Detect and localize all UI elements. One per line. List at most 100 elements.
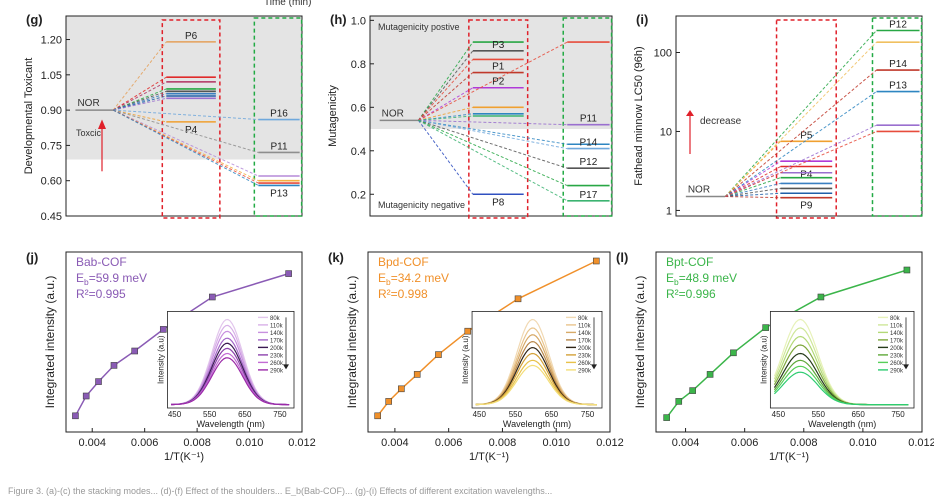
y-tick-label: 0.90 (41, 105, 62, 117)
top-region-label: Mutagenicity postive (378, 22, 460, 32)
y-axis-label: Integrated intensity (a.u.) (633, 276, 647, 409)
inset-trend-arrow-head (903, 364, 909, 370)
connector-line (418, 106, 473, 121)
panel-l: 0.004 0.006 0.008 0.010 0.012 1/T(K⁻¹) Integra… (616, 250, 934, 463)
inset-legend-label: 230k (270, 353, 284, 359)
x-tick-label: 0.008 (183, 437, 211, 449)
connector-line (418, 87, 474, 121)
inset-x-axis-label: Wavelength (nm) (503, 419, 571, 429)
connector-line (418, 119, 568, 202)
level-label: P11 (580, 114, 597, 125)
y-axis-label: Integrated intensity (a.u.) (43, 276, 57, 409)
data-point (131, 347, 139, 355)
y-tick-label: 1 (666, 205, 672, 217)
connector-line (418, 119, 568, 169)
data-point (413, 371, 421, 378)
inset-trend-arrow-head (591, 364, 597, 370)
data-point (72, 412, 79, 420)
inset-x-tick-label: 450 (772, 410, 786, 419)
connector-line (724, 124, 877, 197)
data-point (374, 412, 381, 420)
connector-line (418, 119, 568, 150)
data-point (110, 362, 118, 369)
inset-x-tick-label: 450 (473, 410, 487, 419)
x-tick-label: 0.008 (489, 437, 517, 449)
group2-dashed-box (562, 17, 613, 217)
inset-legend-label: 230k (578, 353, 592, 359)
group2-dashed-box (253, 17, 303, 217)
y-tick-label: 0.6 (351, 102, 366, 114)
plot-frame (65, 15, 303, 217)
inset-x-tick-label: 450 (168, 410, 182, 419)
inset-legend-label: 80k (890, 316, 901, 322)
inset-legend-label: 80k (270, 316, 281, 322)
inset-x-tick-label: 750 (273, 410, 287, 419)
y-axis-label: Integrated intensity (a.u.) (345, 276, 359, 409)
x-tick-label: 0.008 (790, 437, 818, 449)
data-point (903, 266, 911, 274)
decrease-label: decrease (700, 116, 742, 127)
connector-line (112, 41, 167, 111)
binding-energy-label: Eb=59.9 meV (76, 271, 147, 287)
y-tick-label: 1.0 (351, 15, 366, 27)
connector-line (112, 109, 259, 186)
inset-legend-label: 170k (578, 338, 592, 344)
x-tick-label: 0.004 (672, 437, 700, 449)
x-tick-label: 0.010 (236, 437, 264, 449)
y-tick-label: 0.4 (351, 146, 366, 158)
x-tick-label: 0.004 (78, 437, 106, 449)
inset-spectrum-line (475, 364, 597, 406)
level-label: P13 (889, 81, 907, 92)
y-tick-label: 0.45 (41, 211, 62, 223)
y-axis-label: Developmental Toxicant (23, 58, 35, 175)
panel-k: 0.004 0.006 0.008 0.010 0.012 1/T(K⁻¹) Integra… (328, 250, 624, 463)
inset-legend-label: 200k (270, 346, 284, 352)
region-label: Toxcic (76, 128, 102, 138)
inset-x-tick-label: 550 (203, 410, 217, 419)
connector-line (113, 95, 167, 111)
inset-x-tick-label: 750 (891, 410, 905, 419)
panel-j: 0.004 0.006 0.008 0.010 0.012 1/T(K⁻¹) Integra… (26, 250, 316, 463)
connector-line (725, 192, 781, 198)
inset-x-axis-label: Wavelength (nm) (808, 419, 876, 429)
level-label: P4 (185, 125, 198, 136)
level-label: P12 (889, 20, 907, 31)
group2-dashed-box (871, 17, 923, 217)
origin-label: NOR (77, 98, 99, 109)
connector-line (724, 140, 781, 197)
y-tick-label: 0.60 (41, 176, 62, 188)
inset-legend-label: 230k (890, 353, 904, 359)
connector-line (725, 196, 781, 199)
connector-line (418, 41, 568, 121)
x-tick-label: 0.012 (596, 437, 624, 449)
x-tick-label: 0.006 (131, 437, 159, 449)
level-label: P16 (270, 109, 288, 120)
inset-x-tick-label: 650 (238, 410, 252, 419)
r-squared-label: R²=0.998 (378, 287, 428, 301)
inset-legend-label: 110k (270, 323, 284, 329)
data-point (95, 378, 102, 385)
x-axis-label: 1/T(K⁻¹) (769, 451, 809, 463)
x-tick-label: 0.012 (288, 437, 316, 449)
connector-line (724, 166, 781, 197)
connector-line (725, 131, 877, 197)
level-label: P12 (580, 157, 598, 168)
inset-legend-label: 260k (578, 361, 592, 367)
data-point (592, 257, 600, 265)
level-label: P14 (580, 138, 598, 149)
data-point (514, 295, 522, 303)
caption-fragment: Figure 3. (a)-(c) the stacking modes... … (8, 486, 552, 496)
panel-letter: (h) (330, 12, 347, 27)
level-label: P3 (492, 40, 505, 51)
inset-spectrum-line (773, 371, 909, 406)
x-tick-label: 0.010 (849, 437, 877, 449)
panel-i: 1 10 100 Fathead minnow LC50 (96h) (i) NOR P5 P… (633, 12, 923, 219)
data-point (398, 385, 405, 393)
y-axis-label: Fathead minnow LC50 (96h) (633, 46, 645, 185)
level-label: P5 (800, 130, 813, 141)
data-point (285, 270, 292, 277)
inset-x-tick-label: 750 (581, 410, 595, 419)
connector-line (112, 109, 259, 177)
group1-dashed-box (161, 19, 221, 219)
connector-line (113, 109, 259, 153)
